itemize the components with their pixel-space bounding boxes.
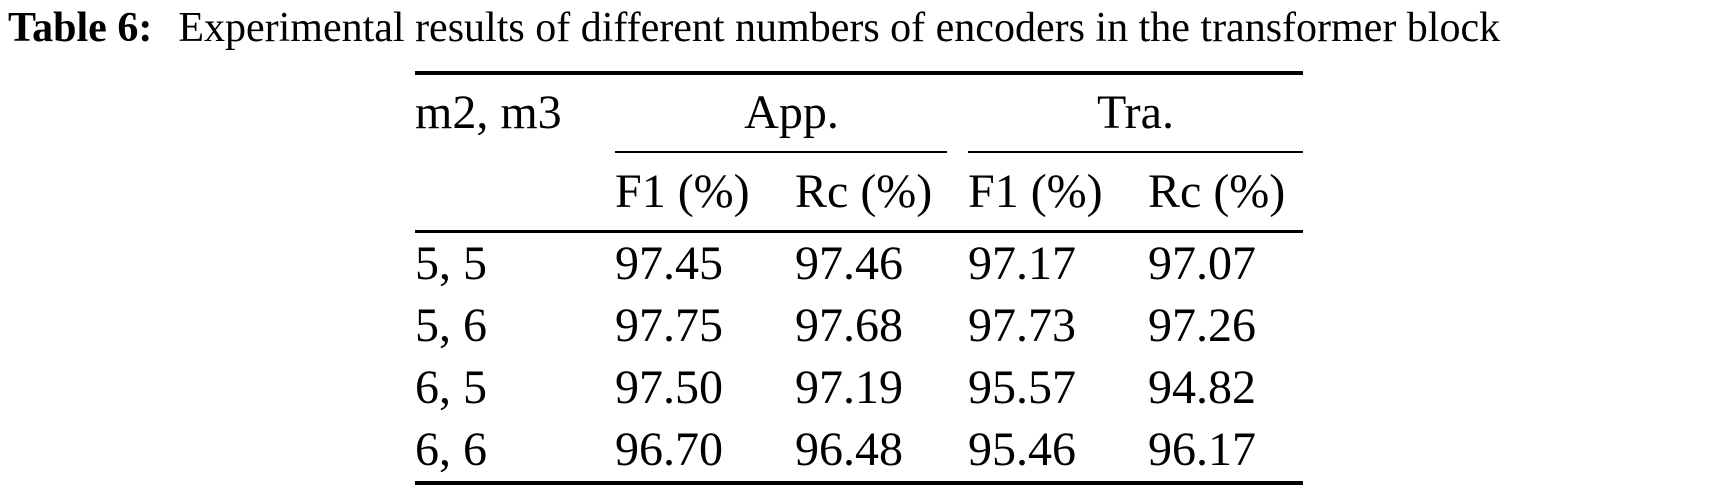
row-label: 6, 6: [415, 423, 487, 476]
bottom-rule: [415, 481, 1303, 485]
results-table: m2, m3 App. Tra. F1 (%) Rc (%) F1 (%) Rc…: [415, 71, 1303, 485]
caption-text: Experimental results of different number…: [178, 5, 1501, 51]
table-caption: Table 6: Experimental results of differen…: [8, 2, 1500, 54]
group-header-app: App.: [744, 86, 839, 139]
table-row: 6, 5 97.50 97.19 95.57 94.82: [415, 357, 1303, 419]
col-header-tra-rc: Rc (%): [1148, 165, 1286, 218]
cell-app-rc: 97.68: [795, 299, 903, 352]
cmidrule-row: [415, 151, 1303, 153]
table-row: 6, 6 96.70 96.48 95.46 96.17: [415, 419, 1303, 481]
col-header-app-rc: Rc (%): [795, 165, 933, 218]
midrule: [415, 230, 1303, 233]
col-header-tra-f1: F1 (%): [968, 165, 1103, 218]
cmidrule-app: [615, 151, 947, 153]
cell-tra-rc: 97.07: [1148, 237, 1256, 290]
table-row: 5, 5 97.45 97.46 97.17 97.07: [415, 233, 1303, 295]
cell-app-f1: 97.45: [615, 237, 723, 290]
column-header-row: F1 (%) Rc (%) F1 (%) Rc (%): [415, 153, 1303, 230]
cell-app-f1: 96.70: [615, 423, 723, 476]
col-header-app-f1: F1 (%): [615, 165, 750, 218]
cell-app-f1: 97.75: [615, 299, 723, 352]
stub-header: m2, m3: [415, 86, 562, 139]
cell-app-rc: 97.19: [795, 361, 903, 414]
cell-tra-rc: 96.17: [1148, 423, 1256, 476]
cell-tra-f1: 95.46: [968, 423, 1076, 476]
cell-app-f1: 97.50: [615, 361, 723, 414]
group-header-row: m2, m3 App. Tra.: [415, 75, 1303, 151]
cmidrule-tra: [968, 151, 1303, 153]
row-label: 6, 5: [415, 361, 487, 414]
cell-app-rc: 97.46: [795, 237, 903, 290]
row-label: 5, 6: [415, 299, 487, 352]
cell-tra-f1: 95.57: [968, 361, 1076, 414]
stub-spacer: [415, 153, 615, 230]
cell-tra-rc: 97.26: [1148, 299, 1256, 352]
caption-label: Table 6:: [8, 5, 153, 51]
cell-tra-f1: 97.17: [968, 237, 1076, 290]
cell-tra-f1: 97.73: [968, 299, 1076, 352]
table-row: 5, 6 97.75 97.68 97.73 97.26: [415, 295, 1303, 357]
cell-app-rc: 96.48: [795, 423, 903, 476]
row-label: 5, 5: [415, 237, 487, 290]
cell-tra-rc: 94.82: [1148, 361, 1256, 414]
group-header-tra: Tra.: [1097, 86, 1174, 139]
